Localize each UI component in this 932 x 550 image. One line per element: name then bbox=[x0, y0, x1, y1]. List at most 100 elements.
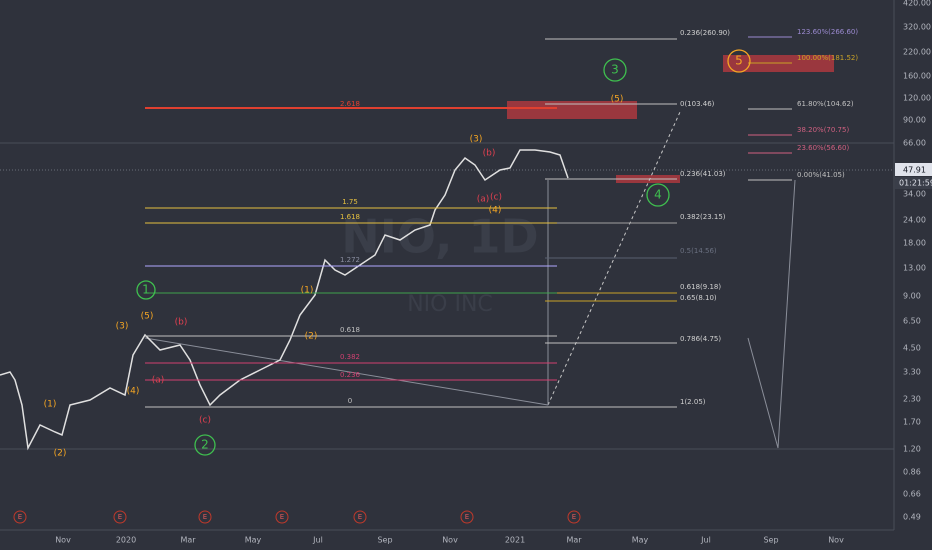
price-tick-label: 2.30 bbox=[903, 395, 921, 404]
fib-ext-label: 123.60%(266.60) bbox=[797, 28, 858, 36]
fib-label: 0.236(260.90) bbox=[680, 29, 730, 37]
watermark-symbol: NIO, 1D bbox=[341, 210, 538, 264]
countdown-box bbox=[895, 177, 932, 189]
price-tick-label: 18.00 bbox=[903, 239, 926, 248]
fib-ext-label: 1.272 bbox=[340, 256, 360, 264]
time-tick-label: Mar bbox=[180, 536, 196, 545]
fib-label: 0(103.46) bbox=[680, 100, 715, 108]
wave-label: (1) bbox=[44, 400, 57, 410]
price-tick-label: 4.50 bbox=[903, 344, 921, 353]
fib-ext-label: 100.00%(181.52) bbox=[797, 54, 858, 62]
price-line bbox=[0, 149, 569, 451]
wave-label: 4 bbox=[654, 188, 662, 202]
wave-label: (4) bbox=[489, 206, 502, 216]
target-zone bbox=[507, 101, 637, 119]
fib-ext-label: 1.618 bbox=[340, 213, 360, 221]
current-price: 47.91 bbox=[903, 166, 926, 175]
earnings-label: E bbox=[465, 513, 469, 521]
price-tick-label: 6.50 bbox=[903, 317, 921, 326]
fib-label: 1(2.05) bbox=[680, 398, 706, 406]
earnings-label: E bbox=[18, 513, 22, 521]
time-tick-label: Mar bbox=[566, 536, 582, 545]
watermark-name: NIO INC bbox=[407, 292, 493, 317]
price-tick-label: 420.00 bbox=[903, 0, 931, 8]
price-tick-label: 1.70 bbox=[903, 418, 921, 427]
wave-label: (5) bbox=[611, 95, 624, 105]
price-tick-label: 90.00 bbox=[903, 116, 926, 125]
earnings-marker bbox=[113, 510, 127, 524]
price-tick-label: 1.20 bbox=[903, 445, 921, 454]
wave-label: (b) bbox=[483, 149, 496, 159]
wave-circle bbox=[646, 183, 670, 207]
price-axis-panel bbox=[894, 0, 932, 550]
wave-label: (a) bbox=[152, 376, 165, 386]
fib-label: 0.65(8.10) bbox=[680, 294, 717, 302]
fib-label: 0.786(4.75) bbox=[680, 335, 721, 343]
earnings-label: E bbox=[358, 513, 362, 521]
price-tick-label: 0.66 bbox=[903, 490, 921, 499]
time-tick-label: Nov bbox=[442, 536, 458, 545]
price-tick-label: 66.00 bbox=[903, 139, 926, 148]
current-price-box bbox=[895, 163, 932, 176]
time-tick-label: Jul bbox=[312, 536, 323, 545]
wave-label: (3) bbox=[116, 322, 129, 332]
price-tick-label: 13.00 bbox=[903, 264, 926, 273]
fib-label: 0.5(14.56) bbox=[680, 247, 717, 255]
earnings-label: E bbox=[118, 513, 122, 521]
fib-label: 0.382(23.15) bbox=[680, 213, 726, 221]
wave-label: (c) bbox=[490, 193, 502, 203]
earnings-marker bbox=[353, 510, 367, 524]
wave-circle bbox=[194, 434, 216, 456]
price-tick-label: 9.00 bbox=[903, 292, 921, 301]
wave-label: (2) bbox=[54, 449, 67, 459]
wave-circle bbox=[603, 58, 627, 82]
fib-ext-label: 0 bbox=[348, 397, 352, 405]
fib-ext-label: 0.382 bbox=[340, 353, 360, 361]
earnings-marker bbox=[13, 510, 27, 524]
price-tick-label: 320.00 bbox=[903, 23, 931, 32]
price-tick-label: 220.00 bbox=[903, 48, 931, 57]
fib-ext-label: 23.60%(56.60) bbox=[797, 144, 849, 152]
earnings-label: E bbox=[280, 513, 284, 521]
wave-label: (c) bbox=[199, 416, 211, 426]
wave-label: (a) bbox=[477, 195, 490, 205]
wave-label: (b) bbox=[175, 318, 188, 328]
earnings-label: E bbox=[572, 513, 576, 521]
price-tick-label: 0.86 bbox=[903, 468, 921, 477]
wave-label: (1) bbox=[301, 286, 314, 296]
fib-label: 0.618(9.18) bbox=[680, 283, 721, 291]
time-tick-label: Sep bbox=[763, 536, 778, 545]
annotations: 420.00 320.00 220.00 160.00 120.00 90.00 66.00… bbox=[13, 0, 932, 545]
earnings-marker bbox=[460, 510, 474, 524]
wave-label: 1 bbox=[142, 283, 150, 297]
time-tick-label: Sep bbox=[377, 536, 392, 545]
earnings-label: E bbox=[203, 513, 207, 521]
price-tick-label: 3.30 bbox=[903, 368, 921, 377]
wave-label: 2 bbox=[201, 438, 209, 452]
time-tick-label: Jul bbox=[700, 536, 711, 545]
fib-ext-label: 38.20%(70.75) bbox=[797, 126, 849, 134]
time-tick-label: Nov bbox=[55, 536, 71, 545]
fib-ext-label: 1.75 bbox=[342, 198, 358, 206]
wave-label: (5) bbox=[141, 312, 154, 322]
time-tick-label: May bbox=[245, 536, 262, 545]
wave-circle bbox=[727, 49, 751, 73]
time-tick-label: 2020 bbox=[116, 536, 136, 545]
fib-ext-label: 0.618 bbox=[340, 326, 360, 334]
wave-label: (2) bbox=[305, 332, 318, 342]
earnings-marker bbox=[275, 510, 289, 524]
fib-label: 0.236(41.03) bbox=[680, 170, 726, 178]
fib-ext-label: 0.00%(41.05) bbox=[797, 171, 845, 179]
time-tick-label: May bbox=[632, 536, 649, 545]
fib-ext-label: 0.236 bbox=[340, 371, 361, 379]
wave-label: (3) bbox=[470, 135, 483, 145]
price-tick-label: 120.00 bbox=[903, 94, 931, 103]
wave-circle bbox=[136, 280, 156, 300]
price-tick-label: 24.00 bbox=[903, 216, 926, 225]
price-tick-label: 0.49 bbox=[903, 513, 921, 522]
wave-label: (4) bbox=[127, 387, 140, 397]
trend-line bbox=[747, 179, 796, 449]
price-tick-label: 34.00 bbox=[903, 190, 926, 199]
